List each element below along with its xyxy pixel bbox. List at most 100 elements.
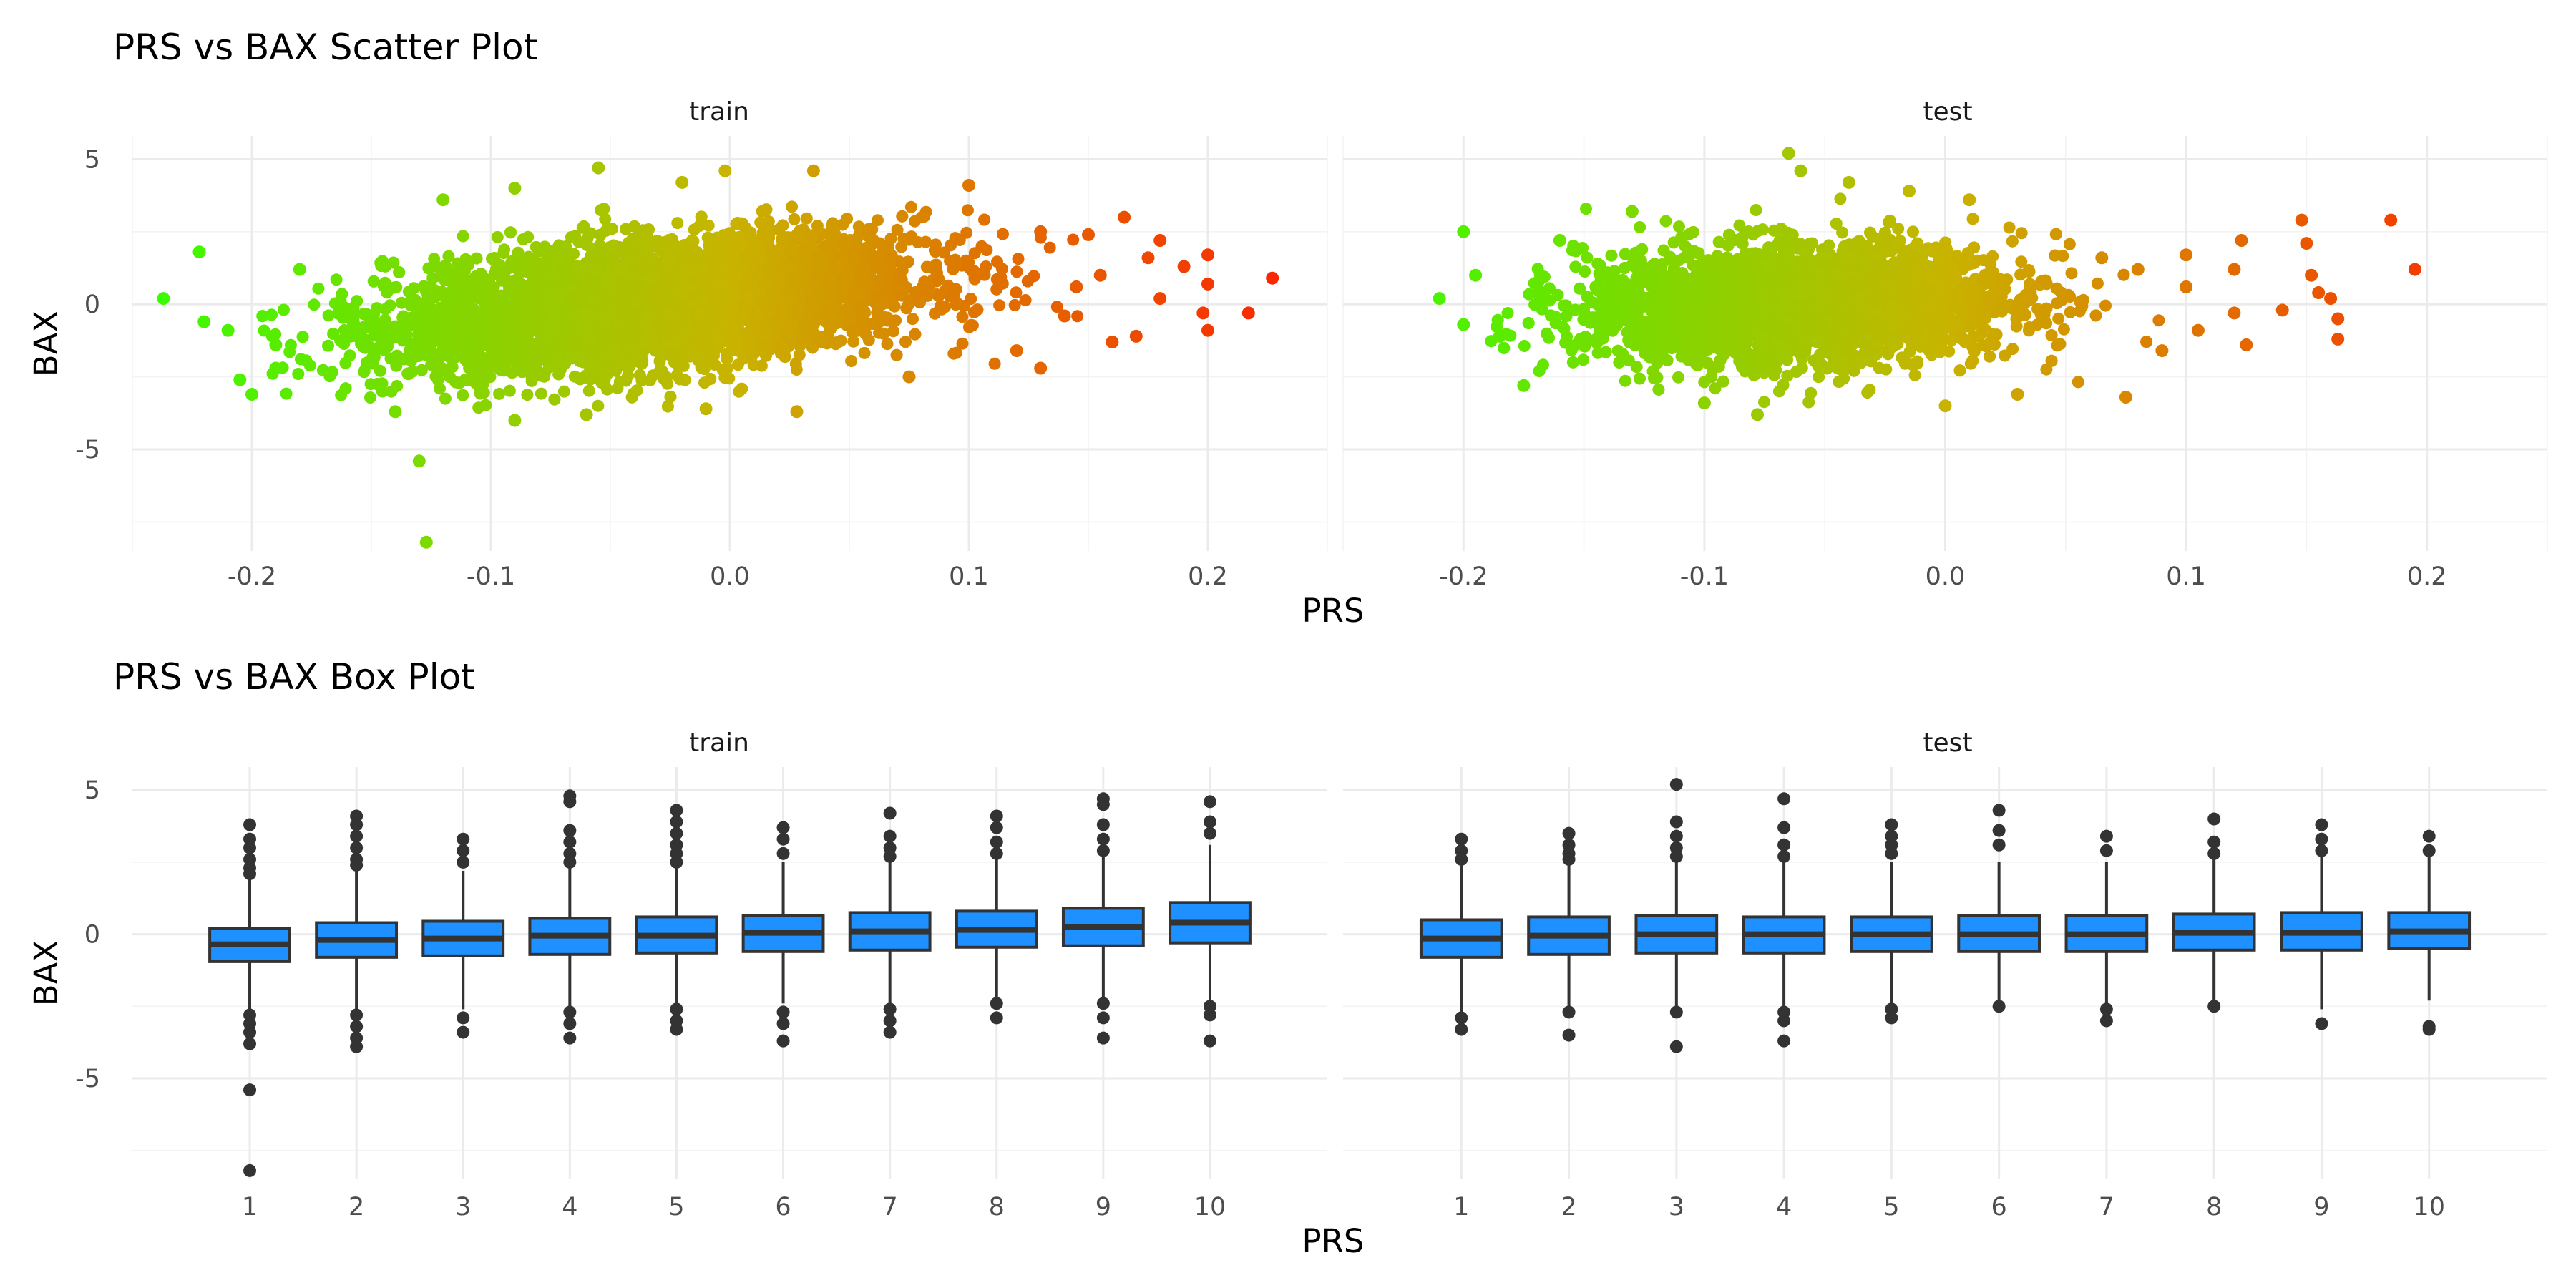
scatter-cloud-point (312, 282, 325, 295)
scatter-cloud-point (939, 301, 952, 313)
scatter-cloud-point (479, 399, 492, 411)
scatter-cloud-point (295, 353, 307, 366)
scatter-cloud-point (379, 276, 391, 289)
scatter-cloud-point (406, 365, 419, 378)
scatter-cloud-point (774, 339, 786, 352)
scatter-cloud-point (292, 368, 305, 380)
scatter-cloud-point (785, 243, 797, 256)
scatter-cloud-point (280, 387, 293, 400)
scatter-cloud-point (762, 215, 775, 228)
scatter-cloud-point (277, 303, 290, 316)
scatter-cloud-point (635, 357, 648, 370)
scatter-cloud-point (607, 239, 620, 252)
scatter-cloud-point (1012, 253, 1025, 265)
scatter-cloud-point (849, 255, 862, 268)
scatter-cloud-point (760, 203, 773, 216)
scatter-cloud-point (596, 285, 609, 298)
scatter-cloud-point (852, 220, 865, 233)
scatter-cloud-point (658, 347, 670, 360)
scatter-cloud-point (633, 369, 646, 381)
scatter-cloud-point (538, 370, 550, 383)
scatter-cloud-point (557, 385, 570, 398)
scatter-cloud-point (598, 374, 611, 386)
scatter-cloud-point (452, 283, 465, 296)
scatter-cloud-point (535, 257, 548, 270)
scatter-cloud-point (772, 223, 785, 236)
scatter-cloud-point (913, 296, 926, 309)
scatter-cloud-point (283, 346, 296, 358)
scatter-cloud-point (599, 213, 612, 225)
scatter-cloud-point (348, 318, 361, 331)
scatter-cloud-point (393, 266, 406, 278)
scatter-cloud-point (548, 393, 561, 406)
scatter-cloud-point (905, 230, 918, 243)
scatter-cloud-point (1067, 233, 1080, 246)
scatter-cloud-point (508, 354, 521, 367)
scatter-cloud-point (436, 322, 449, 335)
scatter-cloud-point (476, 280, 489, 293)
scatter-cloud-point (521, 389, 534, 401)
scatter-cloud-point (457, 389, 469, 401)
scatter-cloud-point (296, 331, 309, 343)
scatter-cloud-point (902, 299, 914, 312)
scatter-cloud-point (896, 289, 909, 302)
scatter-cloud-point (643, 223, 655, 236)
scatter-cloud-point (330, 273, 343, 286)
scatter-cloud-point (730, 330, 743, 343)
scatter-cloud-point (524, 293, 537, 306)
scatter-cloud-point (613, 280, 625, 293)
scatter-cloud-point (966, 319, 979, 332)
scatter-cloud-point (866, 223, 879, 235)
scatter-cloud-point (891, 223, 904, 236)
scatter-cloud-point (899, 336, 912, 348)
scatter-cloud-point (397, 353, 410, 366)
scatter-cloud-point (1010, 286, 1023, 299)
scatter-cloud-point (1071, 310, 1084, 323)
scatter-cloud-point (723, 372, 736, 385)
scatter-cloud-point (825, 225, 838, 238)
scatter-cloud-point (747, 358, 760, 371)
scatter-cloud-point (956, 311, 969, 323)
scatter-cloud-point (625, 391, 638, 404)
scatter-cloud-point (535, 245, 547, 258)
scatter-cloud-point (503, 384, 516, 397)
scatter-cloud-point (945, 239, 957, 252)
scatter-cloud-point (673, 373, 686, 386)
scatter-cloud-point (435, 270, 448, 283)
scatter-cloud-point (836, 291, 849, 303)
scatter-cloud-point (762, 235, 775, 248)
scatter-cloud-point (316, 364, 329, 376)
scatter-cloud-point (673, 360, 686, 373)
scatter-cloud-point (613, 375, 626, 388)
scatter-cloud-point (519, 341, 532, 353)
scatter-cloud-point (786, 315, 799, 328)
scatter-cloud-point (491, 230, 504, 243)
scatter-cloud-point (434, 351, 447, 364)
scatter-cloud-point (965, 293, 977, 305)
scatter-cloud-point (371, 378, 384, 391)
scatter-cloud-point (890, 348, 903, 361)
scatter-cloud-point (628, 220, 641, 233)
scatter-cloud-point (801, 257, 814, 270)
scatter-cloud-point (511, 258, 524, 271)
scatter-cloud-point (585, 373, 597, 386)
scatter-cloud-point (629, 281, 642, 294)
scatter-cloud-point (582, 384, 595, 397)
scatter-cloud-point (389, 328, 402, 341)
scatter-cloud-point (872, 214, 884, 227)
scatter-cloud-point (360, 308, 373, 321)
scatter-cloud-point (950, 346, 962, 359)
scatter-cloud-point (506, 366, 519, 379)
scatter-cloud-point (552, 239, 565, 252)
scatter-cloud-point (997, 228, 1009, 240)
scatter-cloud-point (793, 348, 806, 361)
scatter-cloud-point (562, 259, 575, 272)
scatter-cloud-point (894, 256, 907, 269)
scatter-cloud-point (428, 253, 441, 265)
scatter-cloud-point (470, 252, 483, 265)
scatter-cloud-point (666, 236, 679, 249)
scatter-cloud-point (412, 350, 425, 362)
scatter-cloud-point (364, 391, 376, 404)
